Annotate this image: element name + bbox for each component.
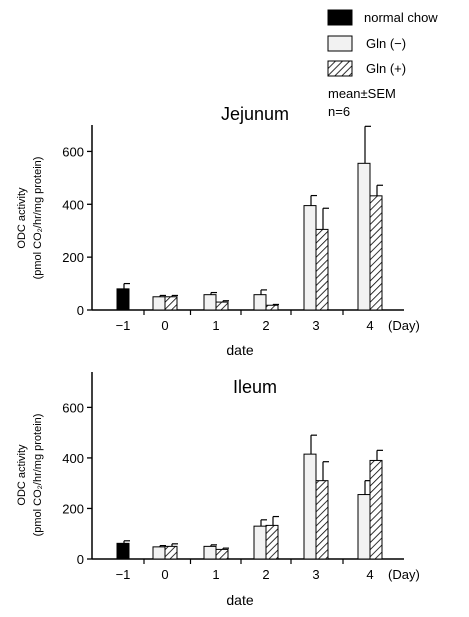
y-tick-label: 200	[62, 250, 84, 265]
y-axis-label: ODC activity	[16, 444, 28, 506]
legend-label-normal-chow: normal chow	[364, 10, 438, 25]
y-axis-label-unit: (pmol CO₂/hr/mg protein)	[32, 157, 44, 280]
y-tick-label: 200	[62, 501, 84, 516]
x-tick-label: 3	[312, 318, 319, 333]
legend-note-n: n=6	[328, 104, 350, 119]
bar-gln-minus	[253, 525, 267, 560]
bar-gln-plus	[315, 228, 329, 311]
panel-title: Ileum	[233, 377, 277, 397]
bar-normal-chow	[116, 288, 130, 311]
bar-gln-minus	[253, 294, 267, 311]
legend-swatch-gln-minus	[327, 35, 353, 52]
bar-gln-minus	[152, 546, 166, 560]
bar-gln-minus	[203, 294, 217, 311]
bar-gln-plus	[315, 480, 329, 560]
x-tick-label: 4	[366, 318, 373, 333]
bar-gln-plus	[215, 301, 229, 311]
legend-swatch-normal-chow	[327, 9, 353, 26]
x-tick-label: 0	[161, 318, 168, 333]
x-tick-label: 3	[312, 567, 319, 582]
bar-gln-plus	[164, 545, 178, 560]
bar-gln-plus	[265, 304, 279, 311]
x-tick-label: 0	[161, 567, 168, 582]
y-tick-label: 400	[62, 197, 84, 212]
legend-swatch-gln-plus	[327, 60, 353, 77]
x-axis-label: date	[226, 592, 253, 608]
panel-ileum: Ileum ODC activity (pmol CO₂/hr/mg prote…	[16, 372, 420, 608]
bar-gln-plus	[369, 459, 383, 560]
x-tick-label: −1	[116, 318, 131, 333]
legend: normal chow Gln (−) Gln (+) mean±SEM n=6	[327, 9, 438, 119]
legend-label-gln-minus: Gln (−)	[366, 36, 406, 51]
x-axis-unit: (Day)	[388, 318, 420, 333]
y-axis-label-unit: (pmol CO₂/hr/mg protein)	[32, 414, 44, 537]
x-tick-label: 2	[262, 318, 269, 333]
panel-jejunum: Jejunum ODC activity (pmol CO₂/hr/mg pro…	[16, 104, 420, 358]
bar-gln-plus	[215, 548, 229, 560]
plot-area: 0 200 400 600 −1 0 1 2 3 4	[62, 125, 404, 333]
bar-gln-minus	[303, 453, 317, 560]
bar-gln-plus	[164, 296, 178, 311]
bar-gln-plus	[369, 195, 383, 311]
x-axis-label: date	[226, 342, 253, 358]
y-tick-label: 400	[62, 451, 84, 466]
y-axis-label: ODC activity	[16, 187, 28, 249]
panel-title: Jejunum	[221, 104, 289, 124]
y-tick-label: 600	[62, 144, 84, 159]
x-tick-label: 4	[366, 567, 373, 582]
x-axis-unit: (Day)	[388, 567, 420, 582]
bar-gln-plus	[265, 524, 279, 560]
legend-label-gln-plus: Gln (+)	[366, 61, 406, 76]
bar-gln-minus	[303, 205, 317, 311]
x-tick-label: 1	[212, 318, 219, 333]
plot-area: 0 200 400 600 −1 0 1 2 3 4	[62, 372, 404, 582]
x-tick-label: 2	[262, 567, 269, 582]
bar-normal-chow	[116, 542, 130, 560]
y-tick-label: 600	[62, 400, 84, 415]
bar-gln-minus	[357, 494, 371, 560]
bar-gln-minus	[357, 162, 371, 311]
legend-note-mean-sem: mean±SEM	[328, 86, 396, 101]
bar-gln-minus	[152, 296, 166, 311]
x-tick-label: −1	[116, 567, 131, 582]
x-tick-label: 1	[212, 567, 219, 582]
bar-gln-minus	[203, 545, 217, 560]
y-tick-label: 0	[77, 552, 84, 567]
y-tick-label: 0	[77, 303, 84, 318]
